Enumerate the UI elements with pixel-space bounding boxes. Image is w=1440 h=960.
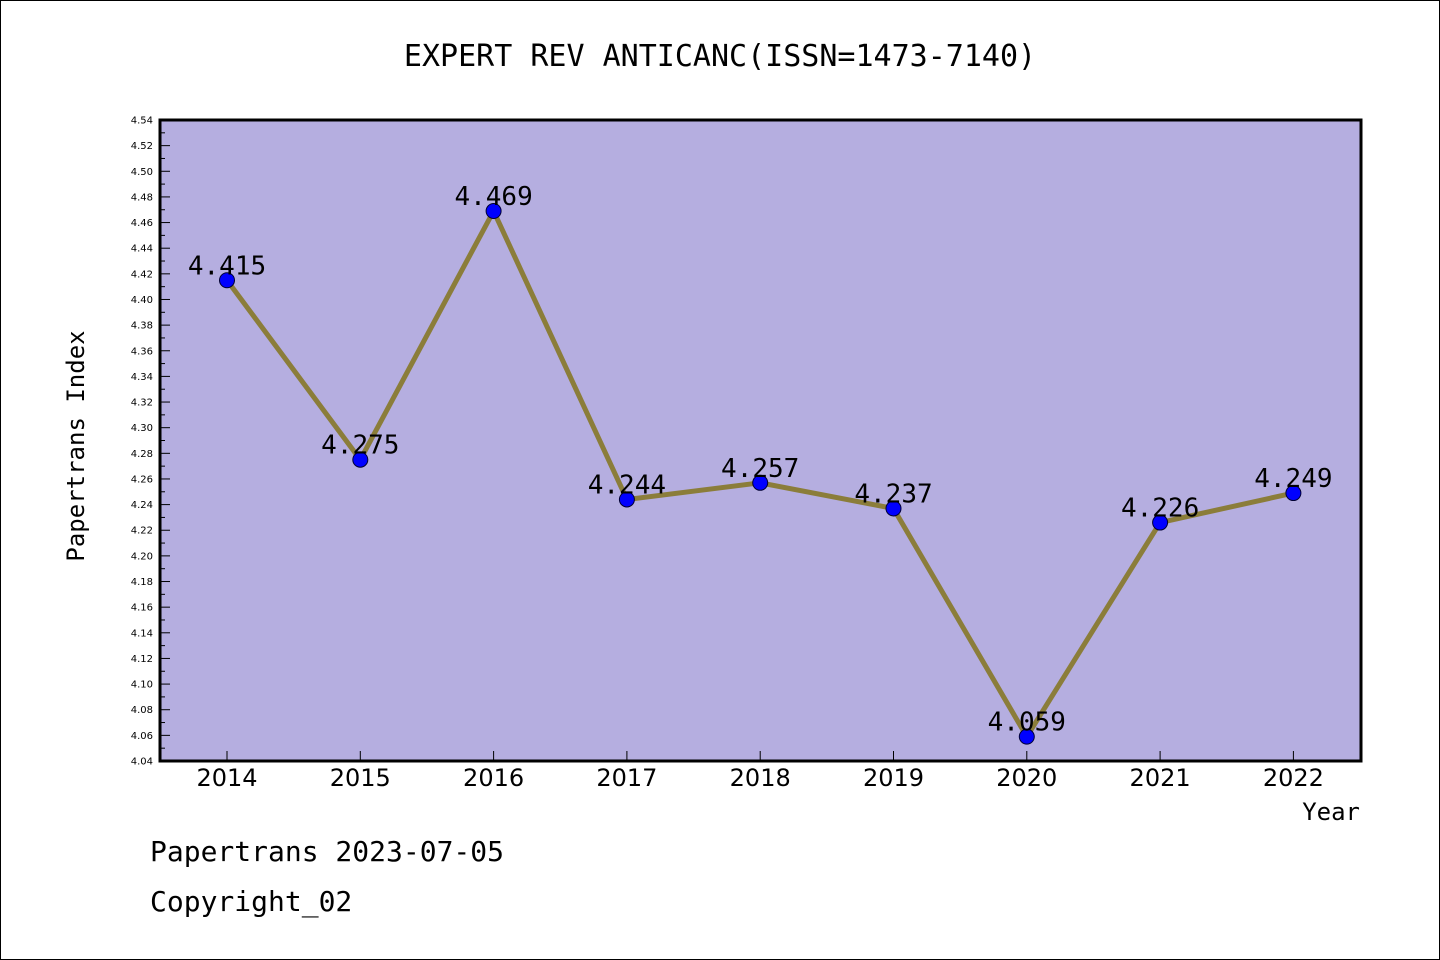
- y-axis: 4.04 4.06 4.08 4.10 4.12 4.14 4.16 4.18 4.20 4.22…: [131, 116, 170, 768]
- y-tick-label: 4.04: [131, 757, 153, 768]
- data-point: [1152, 514, 1169, 531]
- y-tick-label: 4.54: [131, 116, 153, 127]
- y-tick-label: 4.28: [131, 449, 153, 460]
- y-tick-label: 4.44: [131, 244, 153, 255]
- data-point: [1285, 485, 1302, 502]
- plot-area: [160, 120, 1361, 761]
- x-tick-label: 2018: [730, 764, 791, 792]
- data-point: [885, 500, 902, 517]
- y-tick-label: 4.16: [131, 603, 153, 614]
- y-tick-label: 4.18: [131, 577, 153, 588]
- data-label: 4.469: [454, 182, 532, 212]
- y-axis-label: Papertrans Index: [62, 330, 90, 561]
- y-tick-label: 4.42: [131, 269, 153, 280]
- y-tick-label: 4.30: [131, 423, 153, 434]
- data-label: 4.415: [188, 251, 266, 281]
- x-tick-label: 2019: [863, 764, 924, 792]
- y-tick-label: 4.34: [131, 372, 153, 383]
- data-point: [485, 203, 502, 220]
- x-axis-label: Year: [1302, 798, 1360, 826]
- y-tick-label: 4.40: [131, 295, 153, 306]
- y-tick-label: 4.12: [131, 654, 153, 665]
- y-tick-label: 4.08: [131, 705, 153, 716]
- plot-border: [158, 118, 1363, 763]
- data-label: 4.257: [721, 454, 799, 484]
- data-point: [752, 474, 769, 491]
- x-tick-label: 2022: [1263, 764, 1324, 792]
- footer-date-line: Papertrans 2023-07-05: [150, 835, 505, 868]
- y-tick-label: 4.50: [131, 167, 153, 178]
- y-tick-label: 4.48: [131, 192, 153, 203]
- chart-title: EXPERT REV ANTICANC(ISSN=1473-7140): [404, 39, 1036, 74]
- data-label: 4.244: [588, 470, 666, 500]
- data-label: 4.275: [321, 431, 399, 461]
- data-point: [219, 272, 235, 289]
- data-label: 4.059: [988, 708, 1066, 738]
- x-tick-label: 2014: [196, 764, 257, 792]
- x-tick-label: 2016: [463, 764, 524, 792]
- y-tick-label: 4.06: [131, 731, 153, 742]
- x-tick-label: 2017: [596, 764, 657, 792]
- data-labels-group: 4.415 4.275 4.469 4.244 4.257 4.237 4.059 4.226…: [188, 182, 1333, 738]
- footer-copyright-line: Copyright_02: [150, 885, 353, 918]
- data-point: [618, 491, 635, 508]
- markers-group: [219, 203, 1302, 745]
- y-tick-label: 4.26: [131, 474, 153, 485]
- data-label: 4.237: [854, 479, 932, 509]
- y-tick-label: 4.14: [131, 628, 153, 639]
- y-tick-label: 4.22: [131, 526, 153, 537]
- x-tick-label: 2020: [996, 764, 1057, 792]
- data-point: [1018, 728, 1035, 745]
- y-tick-label: 4.46: [131, 218, 153, 229]
- x-tick-label: 2015: [330, 764, 391, 792]
- x-tick-label: 2021: [1130, 764, 1191, 792]
- data-label: 4.249: [1254, 464, 1332, 494]
- y-tick-label: 4.36: [131, 346, 153, 357]
- y-tick-label: 4.52: [131, 141, 153, 152]
- y-tick-label: 4.10: [131, 680, 153, 691]
- y-tick-label: 4.32: [131, 398, 153, 409]
- y-tick-label: 4.24: [131, 500, 153, 511]
- y-tick-label: 4.38: [131, 321, 153, 332]
- x-axis: 2014 2015 2016 2017 2018 2019 2020 2021 2022: [196, 751, 1324, 792]
- y-tick-label: 4.20: [131, 551, 153, 562]
- data-label: 4.226: [1121, 494, 1199, 524]
- data-point: [352, 451, 369, 468]
